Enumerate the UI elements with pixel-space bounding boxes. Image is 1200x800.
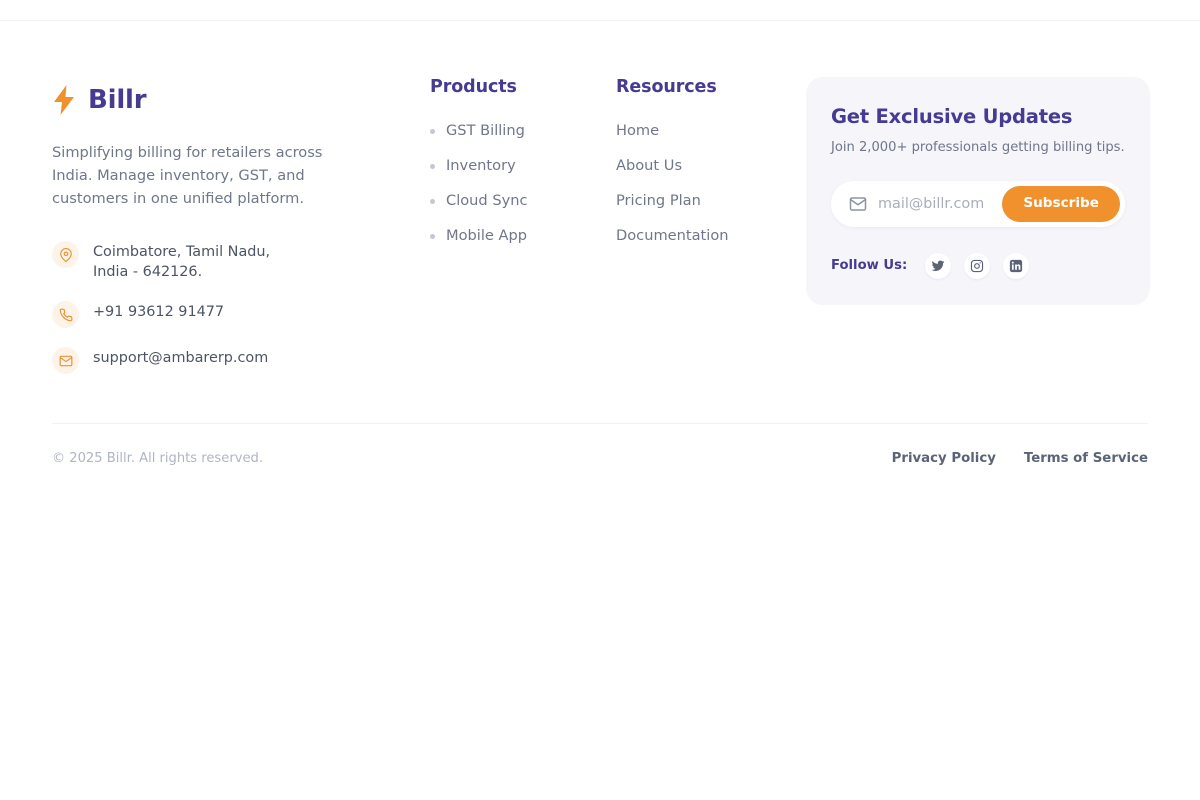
footer-main-row: Billr Simplifying billing for retailers … [0, 21, 1200, 374]
products-column: Products GST Billing Inventory Cloud Syn… [430, 77, 616, 245]
linkedin-icon [1010, 259, 1023, 272]
link-cloud-sync[interactable]: Cloud Sync [446, 192, 528, 209]
link-mobile-app[interactable]: Mobile App [446, 227, 528, 244]
newsletter-card: Get Exclusive Updates Join 2,000+ profes… [806, 77, 1150, 305]
list-item[interactable]: Inventory [430, 157, 616, 175]
email-input[interactable] [878, 195, 1003, 212]
link-gst-billing[interactable]: GST Billing [446, 122, 525, 139]
phone-icon [52, 301, 79, 328]
list-item[interactable]: Pricing Plan [616, 192, 806, 210]
list-item[interactable]: Documentation [616, 227, 806, 245]
link-privacy-policy[interactable]: Privacy Policy [891, 450, 996, 466]
bullet-dot-icon [430, 128, 435, 134]
contact-item-phone[interactable]: +91 93612 91477 [52, 300, 430, 328]
follow-us-label: Follow Us: [831, 258, 908, 274]
twitter-icon [931, 260, 945, 271]
brand-column: Billr Simplifying billing for retailers … [52, 77, 430, 374]
map-pin-icon [52, 241, 79, 268]
link-about-us[interactable]: About Us [616, 157, 683, 174]
link-inventory[interactable]: Inventory [446, 157, 516, 174]
resources-link-list: Home About Us Pricing Plan Documentation [616, 122, 806, 245]
contact-item-email[interactable]: support@ambarerp.com [52, 346, 430, 374]
contact-phone-value: +91 93612 91477 [93, 304, 225, 320]
link-documentation[interactable]: Documentation [616, 227, 729, 244]
lightning-bolt-icon [54, 85, 74, 115]
subscribe-button[interactable]: Subscribe [1002, 186, 1120, 222]
contact-address-line2: India - 642126. [93, 264, 203, 280]
social-link-instagram[interactable] [964, 252, 991, 279]
list-item[interactable]: About Us [616, 157, 806, 175]
legal-links: Privacy Policy Terms of Service [892, 451, 1148, 466]
bottom-divider [52, 423, 1148, 424]
site-footer: Billr Simplifying billing for retailers … [0, 21, 1200, 374]
list-item[interactable]: Home [616, 122, 806, 140]
newsletter-subtitle: Join 2,000+ professionals getting billin… [831, 140, 1125, 155]
brand-description: Simplifying billing for retailers across… [52, 144, 323, 207]
footer-bottom-bar: © 2025 Billr. All rights reserved. Priva… [0, 424, 1200, 492]
link-pricing-plan[interactable]: Pricing Plan [616, 192, 701, 209]
newsletter-form: Subscribe [831, 181, 1125, 227]
bullet-dot-icon [430, 198, 435, 204]
instagram-icon [971, 259, 984, 272]
link-home[interactable]: Home [616, 122, 660, 139]
resources-column: Resources Home About Us Pricing Plan Doc… [616, 77, 806, 245]
copyright-text: © 2025 Billr. All rights reserved. [52, 450, 263, 466]
list-item[interactable]: Mobile App [430, 227, 616, 245]
link-terms-of-service[interactable]: Terms of Service [1023, 450, 1148, 466]
bullet-dot-icon [430, 163, 435, 169]
contact-list: Coimbatore, Tamil Nadu, India - 642126. … [52, 240, 430, 374]
envelope-icon [849, 197, 867, 211]
contact-address-line1: Coimbatore, Tamil Nadu, [93, 244, 271, 260]
brand-name: Billr [88, 85, 147, 115]
bullet-dot-icon [430, 233, 435, 239]
products-heading: Products [430, 77, 517, 97]
products-link-list: GST Billing Inventory Cloud Sync Mobile … [430, 122, 616, 245]
top-divider [0, 20, 1200, 21]
follow-row: Follow Us: [831, 252, 1125, 279]
social-link-twitter[interactable] [925, 252, 952, 279]
resources-heading: Resources [616, 77, 717, 97]
contact-email-value: support@ambarerp.com [93, 350, 269, 366]
envelope-icon [52, 347, 79, 374]
newsletter-heading: Get Exclusive Updates [831, 105, 1073, 128]
list-item[interactable]: GST Billing [430, 122, 616, 140]
social-link-linkedin[interactable] [1003, 252, 1030, 279]
list-item[interactable]: Cloud Sync [430, 192, 616, 210]
brand-logo[interactable]: Billr [52, 85, 430, 115]
contact-item-address: Coimbatore, Tamil Nadu, India - 642126. [52, 240, 430, 282]
newsletter-column: Get Exclusive Updates Join 2,000+ profes… [806, 77, 1150, 305]
